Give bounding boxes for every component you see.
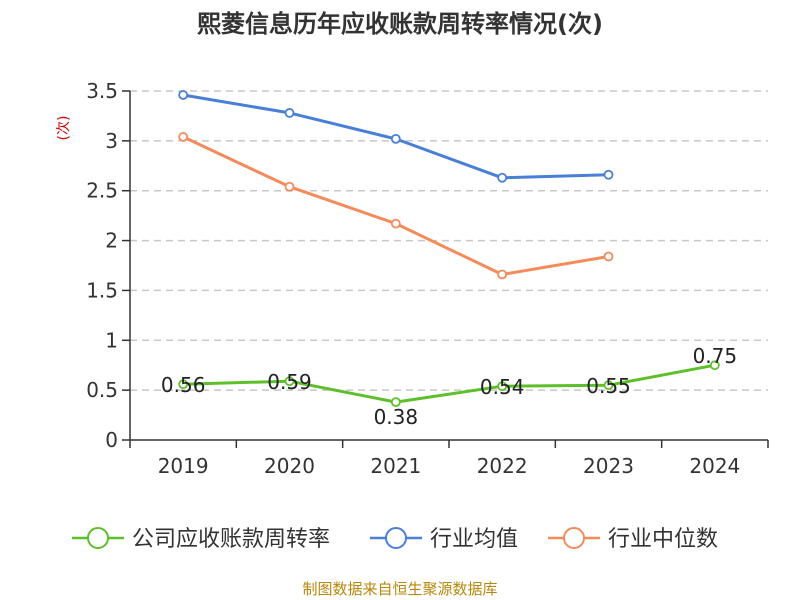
legend-label: 行业均值: [430, 527, 518, 552]
legend-label: 行业中位数: [608, 527, 718, 552]
data-point: [178, 131, 189, 142]
series-line: [181, 135, 610, 276]
data-point: [390, 218, 401, 229]
x-tick-label: 2021: [370, 454, 421, 478]
data-point: [497, 381, 508, 392]
data-point: [178, 379, 189, 390]
axes: 0 0.5 1 1.5 2 2.5 3 3.5 2019 2020 2021 2022 2023 2024: [86, 79, 769, 478]
data-point: [284, 376, 295, 387]
data-point: [390, 133, 401, 144]
x-tick-label: 2020: [264, 454, 315, 478]
y-tick-label: 2: [105, 229, 118, 253]
y-tick-label: 1: [105, 328, 118, 352]
data-label: 0.38: [374, 405, 419, 429]
y-axis-unit-label: (次): [56, 116, 72, 141]
data-label: 0.75: [693, 344, 738, 368]
x-tick-label: 2022: [477, 454, 528, 478]
series-line: [181, 363, 717, 404]
data-point: [709, 360, 720, 371]
y-tick-label: 0.5: [86, 378, 118, 402]
y-tick-label: 0: [105, 428, 118, 452]
data-labels: 0.56 0.59 0.38 0.54 0.55 0.75: [161, 344, 737, 429]
legend-marker: [385, 527, 407, 549]
data-point: [178, 90, 189, 100]
data-point: [603, 380, 614, 391]
data-point: [603, 251, 614, 262]
x-tick-label: 2019: [158, 454, 209, 478]
data-point: [284, 108, 295, 118]
legend-label: 公司应收账款周转率: [132, 527, 330, 552]
y-tick-label: 3.5: [86, 79, 118, 103]
chart-title: 熙菱信息历年应收账款周转率情况(次): [197, 10, 603, 38]
data-point: [497, 172, 508, 183]
data-point: [284, 181, 295, 192]
y-tick-label: 3: [105, 129, 118, 153]
x-tick-label: 2023: [583, 454, 634, 478]
legend-marker: [87, 527, 109, 549]
source-note: 制图数据来自恒生聚源数据库: [302, 580, 498, 598]
grid-lines: [130, 90, 768, 391]
legend: 公司应收账款周转率 行业均值 行业中位数: [72, 527, 718, 552]
legend-marker: [563, 527, 585, 549]
data-point: [497, 269, 508, 280]
y-tick-label: 2.5: [86, 179, 118, 203]
x-tick-label: 2024: [689, 454, 740, 478]
data-label: 0.56: [161, 373, 206, 397]
data-label: 0.59: [267, 370, 312, 394]
data-point: [390, 397, 401, 408]
y-tick-label: 1.5: [86, 278, 118, 302]
data-label: 0.55: [586, 374, 631, 398]
data-label: 0.54: [480, 375, 525, 399]
data-point: [603, 169, 614, 180]
series-lines: [178, 90, 720, 408]
